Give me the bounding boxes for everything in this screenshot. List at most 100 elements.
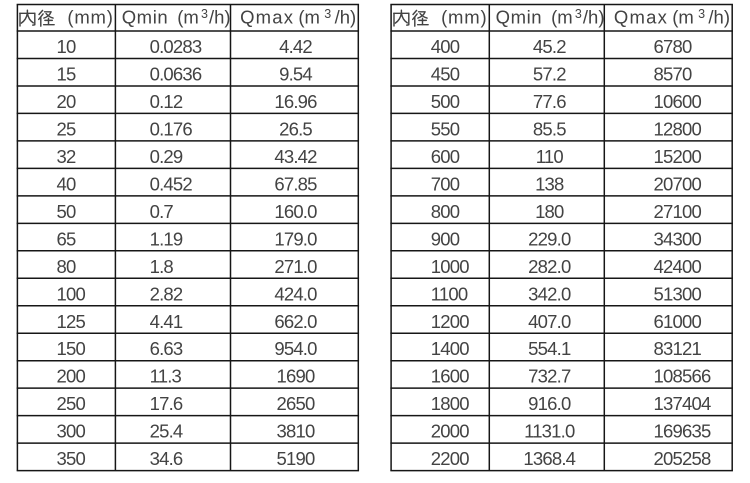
svg-text:77.6: 77.6 — [533, 91, 566, 112]
svg-text:138: 138 — [535, 173, 564, 194]
svg-text:65: 65 — [57, 228, 76, 249]
svg-text:10: 10 — [57, 36, 76, 57]
svg-text:900: 900 — [431, 228, 460, 249]
svg-text:229.0: 229.0 — [528, 228, 571, 249]
svg-text:1368.4: 1368.4 — [523, 448, 575, 469]
svg-text:600: 600 — [431, 146, 460, 167]
svg-text:662.0: 662.0 — [274, 311, 317, 332]
svg-text:(m: (m — [298, 7, 320, 28]
svg-text:3: 3 — [698, 7, 705, 21]
svg-text:169635: 169635 — [654, 421, 711, 442]
svg-text:/h): /h) — [708, 7, 730, 28]
svg-text:400: 400 — [431, 36, 460, 57]
svg-text:45.2: 45.2 — [533, 36, 566, 57]
svg-text:3: 3 — [575, 7, 582, 21]
svg-text:/h): /h) — [583, 7, 605, 28]
svg-text:2000: 2000 — [431, 421, 469, 442]
svg-text:4.41: 4.41 — [150, 311, 183, 332]
svg-text:83121: 83121 — [654, 338, 702, 359]
svg-text:11.3: 11.3 — [150, 366, 182, 387]
svg-text:1131.0: 1131.0 — [524, 421, 575, 442]
svg-text:6.63: 6.63 — [150, 338, 183, 359]
svg-text:34.6: 34.6 — [150, 448, 183, 469]
svg-text:300: 300 — [57, 421, 86, 442]
svg-text:26.5: 26.5 — [279, 118, 312, 139]
svg-text:85.5: 85.5 — [533, 118, 566, 139]
svg-text:350: 350 — [57, 448, 86, 469]
svg-text:200: 200 — [57, 366, 86, 387]
svg-text:180: 180 — [535, 201, 564, 222]
svg-text:(m: (m — [672, 7, 694, 28]
svg-text:51300: 51300 — [654, 283, 702, 304]
svg-text:12800: 12800 — [654, 118, 702, 139]
svg-text:50: 50 — [57, 201, 76, 222]
svg-text:5190: 5190 — [277, 448, 315, 469]
svg-text:15: 15 — [57, 63, 76, 84]
svg-text:/h): /h) — [209, 7, 231, 28]
svg-text:0.452: 0.452 — [150, 173, 193, 194]
svg-text:150: 150 — [57, 338, 86, 359]
svg-text:550: 550 — [431, 118, 460, 139]
svg-text:0.176: 0.176 — [150, 118, 193, 139]
svg-text:0.7: 0.7 — [150, 201, 174, 222]
svg-text:108566: 108566 — [654, 366, 711, 387]
svg-text:1600: 1600 — [431, 366, 469, 387]
svg-text:0.29: 0.29 — [150, 146, 183, 167]
svg-text:(m: (m — [177, 7, 199, 28]
svg-text:25.4: 25.4 — [150, 421, 183, 442]
svg-text:282.0: 282.0 — [528, 256, 571, 277]
svg-text:8570: 8570 — [654, 63, 692, 84]
svg-text:40: 40 — [57, 173, 76, 194]
svg-text:32: 32 — [57, 146, 76, 167]
svg-text:9.54: 9.54 — [279, 63, 312, 84]
svg-text:3: 3 — [324, 7, 331, 21]
svg-text:2.82: 2.82 — [150, 283, 183, 304]
svg-text:20: 20 — [57, 91, 76, 112]
svg-text:700: 700 — [431, 173, 460, 194]
svg-text:1800: 1800 — [431, 393, 469, 414]
svg-text:800: 800 — [431, 201, 460, 222]
svg-text:732.7: 732.7 — [528, 366, 571, 387]
svg-text:1.8: 1.8 — [150, 256, 174, 277]
svg-text:20700: 20700 — [654, 173, 702, 194]
svg-text:1400: 1400 — [431, 338, 469, 359]
svg-text:(mm): (mm) — [441, 7, 487, 28]
svg-text:179.0: 179.0 — [274, 228, 317, 249]
svg-text:2650: 2650 — [277, 393, 315, 414]
svg-text:17.6: 17.6 — [150, 393, 183, 414]
svg-text:500: 500 — [431, 91, 460, 112]
svg-text:25: 25 — [57, 118, 76, 139]
svg-text:34300: 34300 — [654, 228, 702, 249]
svg-text:(m: (m — [551, 7, 573, 28]
svg-text:100: 100 — [57, 283, 86, 304]
svg-text:15200: 15200 — [654, 146, 702, 167]
svg-text:916.0: 916.0 — [528, 393, 571, 414]
svg-text:450: 450 — [431, 63, 460, 84]
svg-text:27100: 27100 — [654, 201, 702, 222]
svg-text:2200: 2200 — [431, 448, 469, 469]
svg-text:1100: 1100 — [431, 283, 468, 304]
svg-text:6780: 6780 — [654, 36, 692, 57]
svg-text:954.0: 954.0 — [274, 338, 317, 359]
svg-text:67.85: 67.85 — [274, 173, 317, 194]
svg-text:271.0: 271.0 — [274, 256, 317, 277]
svg-text:0.12: 0.12 — [150, 91, 183, 112]
svg-text:424.0: 424.0 — [274, 283, 317, 304]
svg-text:4.42: 4.42 — [279, 36, 312, 57]
svg-text:Qmin: Qmin — [496, 7, 543, 28]
svg-text:0.0283: 0.0283 — [150, 36, 202, 57]
svg-text:250: 250 — [57, 393, 86, 414]
svg-text:1690: 1690 — [277, 366, 315, 387]
svg-text:3: 3 — [201, 7, 208, 21]
svg-text:Qmax: Qmax — [614, 7, 668, 28]
svg-text:42400: 42400 — [654, 256, 702, 277]
svg-text:43.42: 43.42 — [274, 146, 317, 167]
svg-text:3810: 3810 — [277, 421, 315, 442]
svg-text:110: 110 — [536, 146, 564, 167]
svg-text:1000: 1000 — [431, 256, 469, 277]
svg-text:160.0: 160.0 — [274, 201, 317, 222]
svg-text:/h): /h) — [335, 7, 357, 28]
svg-text:137404: 137404 — [654, 393, 711, 414]
svg-text:205258: 205258 — [654, 448, 711, 469]
svg-text:Qmin: Qmin — [122, 7, 169, 28]
